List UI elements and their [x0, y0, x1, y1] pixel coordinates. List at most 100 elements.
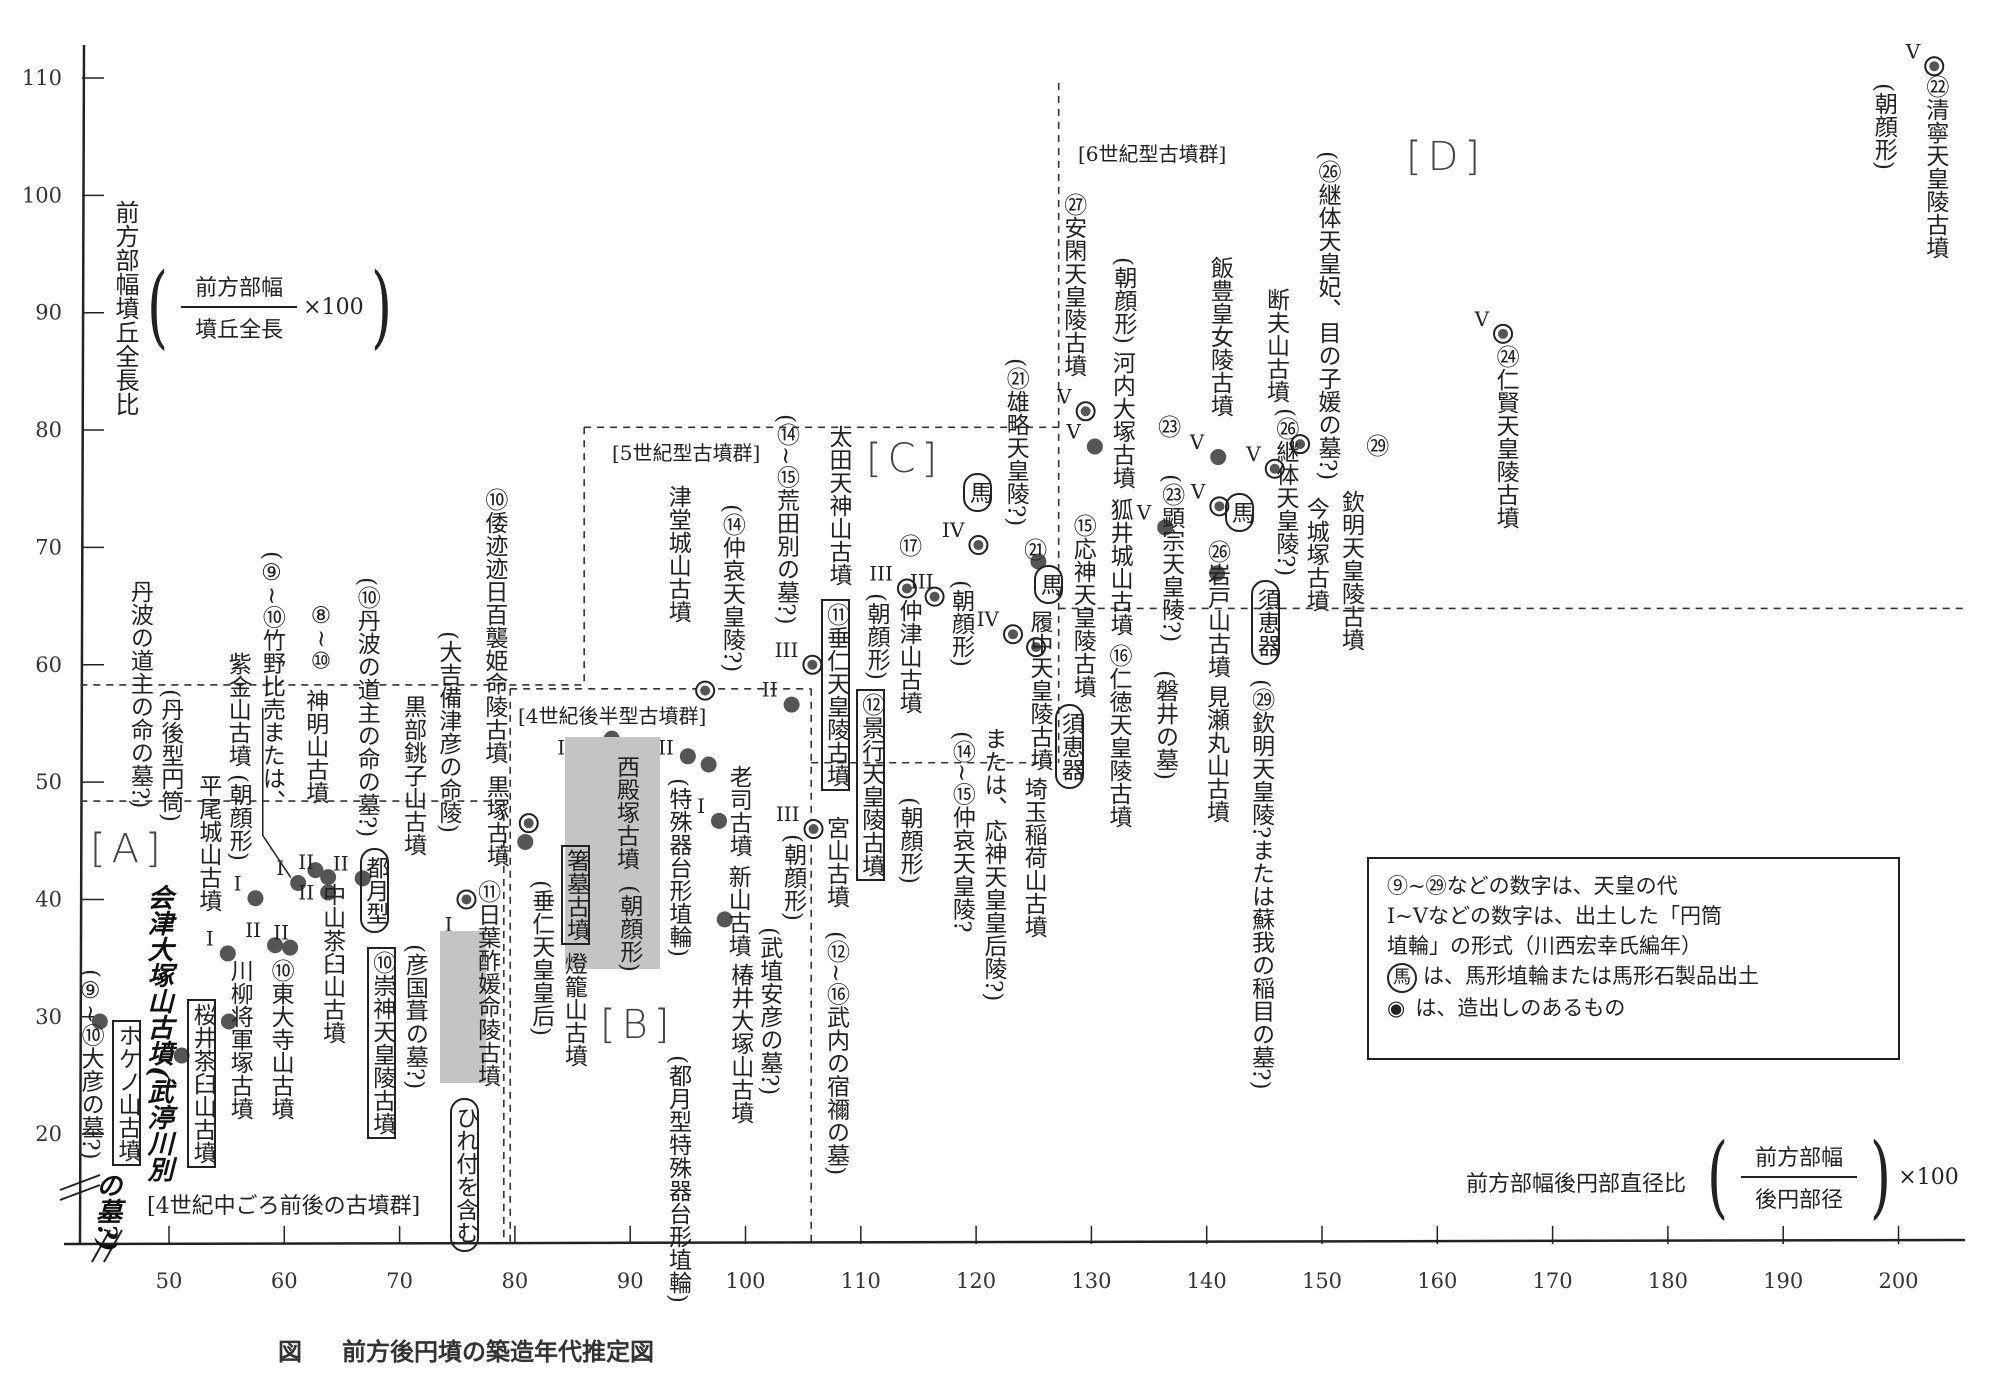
- annotation-79: 欽明天皇陵古墳: [1337, 489, 1364, 651]
- legend-horse: 馬は、馬形埴輪または馬形石製品出土: [1387, 961, 1880, 993]
- annotation-2: の墓?): [91, 1171, 122, 1252]
- form-label: V: [1190, 479, 1206, 503]
- annotation-24: ひれ付を含む: [449, 1098, 479, 1253]
- legend-reign: ⑨~㉙などの数字は、天皇の代: [1387, 874, 1678, 898]
- annotation-53: 馬: [963, 473, 993, 513]
- data-point-崇神天皇陵古墳: [320, 884, 337, 901]
- legend-horse-text: は、馬形埴輪または馬形石製品出土: [1423, 964, 1759, 988]
- form-label: II: [245, 918, 261, 942]
- data-point-川柳将軍塚古墳: [267, 937, 284, 954]
- form-label: III: [775, 638, 799, 662]
- x-tick-label: 170: [1533, 1269, 1573, 1293]
- y-axis-break-icon: [59, 1174, 101, 1201]
- y-tick-label: 50: [35, 770, 62, 794]
- annotation-55: (朝顔形): [863, 593, 890, 681]
- x-tick-label: 50: [156, 1269, 183, 1293]
- x-axis-formula: ( 前方部幅 後円部径 ) ×100: [1700, 1132, 1959, 1222]
- annotation-56: ⑯仁徳天皇陵古墳: [1105, 644, 1132, 829]
- data-point-黒塚古墳: [461, 894, 472, 905]
- annotation-74: (㉖継体天皇陵?): [1271, 407, 1298, 577]
- legend-form-2: 埴輪」の形式（川西宏幸氏編年）: [1387, 934, 1702, 958]
- form-label: IV: [942, 518, 965, 542]
- annotation-19: (彦国葺の墓?): [401, 943, 428, 1090]
- legend: ⑨~㉙などの数字は、天皇の代 I~Vなどの数字は、出土した「円筒 埴輪」の形式（…: [1367, 857, 1900, 1060]
- annotation-60: (㉑雄略天皇陵?): [1002, 357, 1029, 527]
- annotation-14: ⑧~⑩: [307, 603, 334, 675]
- paren-open: (: [1707, 1124, 1729, 1229]
- annotation-12: 黒部銚子山古墳: [399, 695, 426, 857]
- legend-ring: ◉ は、造出しのあるもの: [1387, 993, 1880, 1023]
- form-label: IV: [977, 607, 1000, 631]
- annotation-38: (⑭仲哀天皇陵?): [718, 503, 745, 673]
- x-tick-label: 100: [725, 1269, 765, 1293]
- annotation-8: (⑨~⑩竹野比売または、: [258, 551, 285, 813]
- y-tick-label: 20: [35, 1122, 62, 1146]
- annotation-29: ⑩倭迹迹日百襲姫命陵古墳: [480, 488, 507, 765]
- data-point-ホケノ山古墳: [91, 1013, 108, 1030]
- annotation-58: 馬: [1034, 565, 1064, 605]
- data-point-履中天皇陵古墳: [929, 591, 940, 602]
- region-c: [C]: [866, 436, 944, 482]
- x-tick-label: 120: [956, 1269, 996, 1293]
- legend-ring-text: は、造出しのあるもの: [1415, 996, 1626, 1020]
- annotation-20: 川柳将軍塚古墳: [226, 959, 253, 1121]
- x-formula-denominator: 後円部径: [1755, 1188, 1844, 1213]
- form-label: I: [697, 794, 705, 818]
- annotation-7: (丹後型円筒): [156, 688, 183, 822]
- annotation-11: (⑩丹波の道主の命の墓?): [353, 576, 380, 837]
- data-point-飯豊皇女陵古墳: [1210, 449, 1227, 466]
- annotation-33: 老司古墳: [725, 765, 752, 858]
- data-point-太田天神山古墳: [807, 659, 818, 670]
- y-tick-label: 70: [35, 535, 62, 559]
- annotation-72: ㉓: [1153, 414, 1180, 438]
- annotation-67: ㉖岩戸山古墳: [1203, 539, 1230, 678]
- annotation-46: (⑭~⑮荒田別の墓?): [772, 414, 799, 625]
- highlight-toro-yama: [440, 931, 486, 1083]
- annotation-16: (大吉備津彦の命陵): [434, 631, 461, 834]
- annotation-45: 太田天神山古墳: [825, 424, 851, 586]
- form-label: I: [206, 926, 214, 950]
- data-point-安閑天皇陵古墳: [1080, 406, 1091, 417]
- form-label: II: [658, 735, 674, 759]
- form-label: V: [1245, 442, 1261, 466]
- paren-close: ): [370, 254, 392, 359]
- annotation-50: または、応神天皇皇后陵?): [980, 727, 1007, 1002]
- annotation-4: 平尾城山古墳: [194, 773, 221, 912]
- pointer-arrow: [262, 707, 292, 878]
- x-tick-label: 190: [1763, 1269, 1803, 1293]
- form-label: II: [762, 678, 778, 702]
- y-tick-label: 80: [35, 418, 62, 442]
- annotation-77: 断夫山古墳: [1262, 288, 1289, 404]
- data-point-日葉酢媛命陵古墳: [354, 870, 371, 887]
- x-tick-label: 70: [386, 1269, 413, 1293]
- annotation-57: 埼玉稲荷山古墳: [1020, 776, 1047, 938]
- group-label-4c-mid: [4世紀中ごろ前後の古墳群]: [147, 1194, 421, 1219]
- annotation-9: 丹波の道主の命の墓?): [126, 580, 153, 809]
- annotation-35: 椿井大塚山古墳: [726, 962, 753, 1124]
- y-tick-label: 30: [35, 1005, 62, 1029]
- data-point-宮山古墳: [808, 824, 819, 835]
- form-label: II: [298, 880, 314, 904]
- paren-open: (: [147, 254, 169, 359]
- annotation-81: ㉔仁賢天皇陵古墳: [1492, 345, 1519, 530]
- annotation-36: (武埴安彦の墓?): [755, 927, 782, 1096]
- annotation-80: ㉙: [1361, 433, 1388, 457]
- data-point-椿井大塚山古墳: [716, 911, 733, 928]
- annotation-23: (垂仁天皇皇后): [527, 880, 554, 1037]
- region-d: [D]: [1406, 134, 1487, 180]
- data-point-応神天皇陵古墳: [973, 540, 984, 551]
- annotation-62: ㉗安閑天皇陵古墳: [1059, 193, 1086, 378]
- x-tick-label: 200: [1878, 1269, 1918, 1293]
- form-label: V: [1474, 307, 1490, 331]
- annotation-41: (朝顔形): [779, 833, 806, 921]
- data-point-今城塚古墳: [1214, 501, 1225, 512]
- figure-title: 前方後円墳の築造年代推定図: [342, 1338, 654, 1366]
- data-point-倭迹迹日百襲姫命陵古墳: [523, 818, 534, 829]
- form-label: V: [1905, 39, 1921, 63]
- form-label: V: [1065, 419, 1081, 443]
- y-formula-numerator: 前方部幅: [181, 270, 298, 308]
- annotation-42: 宮山古墳: [822, 816, 849, 909]
- y-axis-title: 前方部幅墳丘全長比: [111, 200, 139, 416]
- group-label-4c-late: [4世紀後半型古墳群]: [518, 704, 707, 728]
